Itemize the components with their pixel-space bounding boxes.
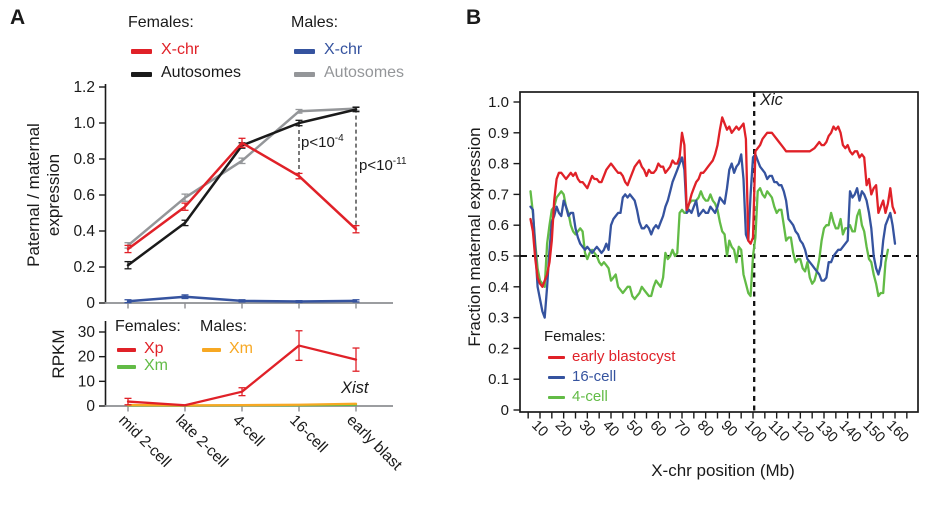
b-x-tick-label: 80: [694, 418, 717, 441]
series-males-x-chr: [124, 294, 360, 304]
legend-b-16-cell-label: 16-cell: [572, 368, 617, 385]
b-x-tick-label: 30: [576, 418, 599, 441]
b-x-tick-label: 140: [836, 418, 864, 446]
b-x-tick-label: 50: [623, 418, 646, 441]
b-y-tick-label: 0.7: [488, 186, 509, 203]
legend-a-top-male-xchr-label: X-chr: [324, 41, 363, 58]
legend-a-top-female-xchr-label: X-chr: [161, 41, 200, 58]
panel-a-top-chart: 0 0.2 0.4 0.6 0.8 1.0 1.2: [73, 79, 393, 312]
a-bottom-y-tick-label: 0: [86, 398, 95, 415]
a-bottom-y-tick-label: 10: [78, 373, 96, 390]
legend-swatch-male-xchr: [294, 49, 315, 54]
a-bottom-y-tick-label: 30: [78, 324, 96, 341]
b-y-tick-label: 0.4: [488, 279, 509, 296]
a-bottom-y-tick-label: 20: [78, 349, 96, 366]
series-4-cell: [529, 187, 890, 301]
a-top-y-tick-label: 1.2: [73, 79, 95, 96]
b-x-tick-label: 100: [741, 418, 769, 446]
series-females-xp: [124, 330, 360, 407]
legend-swatch-male-autosomes: [294, 72, 315, 77]
panel-a-letter: A: [10, 6, 26, 29]
b-y-tick-label: 0: [501, 402, 509, 419]
b-x-tick-label: 120: [789, 418, 817, 446]
legend-swatch-4-cell: [548, 396, 565, 400]
b-x-tick-label: 160: [883, 418, 911, 446]
legend-swatch-xm-female: [117, 365, 136, 369]
xic-region-label: Xic: [760, 91, 783, 109]
panel-b-chart: 0 0.1 0.2 0.3 0.4 0.5 0.6 0.7 0.8 0.9 1.0 10 20 30 40 5…: [488, 91, 919, 446]
stage-tick-label: late 2-cell: [172, 412, 231, 471]
series-females-x-chr: [124, 137, 360, 254]
legend-a-bottom-xm-male-label: Xm: [229, 340, 253, 357]
pvalue-annotation-earlyblast: p<10-11: [359, 156, 407, 174]
b-y-tick-label: 1.0: [488, 94, 509, 111]
panel-a-top-y-axis-label: Paternal / maternal expression: [24, 123, 63, 267]
legend-b-header: Females:: [544, 328, 606, 345]
panel-b-letter: B: [466, 6, 482, 29]
series-early-blastocyst: [529, 116, 897, 288]
legend-b-early-blastocyst-label: early blastocyst: [572, 348, 676, 365]
panel-b-y-axis-label: Fraction maternal expression: [465, 127, 484, 347]
legend-b-4-cell-label: 4-cell: [572, 388, 608, 405]
b-x-tick-label: 70: [670, 418, 693, 441]
stage-tick-label: mid 2-cell: [115, 412, 174, 471]
legend-a-top-male-autosomes-label: Autosomes: [324, 64, 405, 81]
legend-a-bottom-xm-female-label: Xm: [144, 357, 168, 374]
panel-a-bottom-y-axis-label: RPKM: [49, 329, 68, 379]
b-x-tick-label: 60: [647, 418, 670, 441]
legend-swatch-xp: [117, 348, 136, 352]
b-x-tick-label: 110: [765, 418, 793, 446]
stage-tick-label: early blast: [343, 412, 405, 474]
pvalue-annotation-16cell: p<10-4: [301, 133, 344, 151]
legend-swatch-female-xchr: [131, 49, 152, 54]
a-top-y-tick-label: 0.2: [73, 259, 95, 276]
b-y-tick-label: 0.6: [488, 217, 509, 234]
b-y-tick-label: 0.1: [488, 371, 509, 388]
b-y-tick-label: 0.3: [488, 310, 509, 327]
a-top-y-tick-label: 1.0: [73, 115, 95, 132]
a-top-y-tick-label: 0.8: [73, 151, 95, 168]
b-x-tick-label: 150: [860, 418, 888, 446]
legend-swatch-16-cell: [548, 376, 565, 380]
legend-a-bottom-females-header: Females:: [115, 318, 181, 335]
panel-b-x-axis-label: X-chr position (Mb): [651, 461, 795, 480]
b-plot-box: [519, 91, 919, 413]
legend-a-top-males-header: Males:: [291, 14, 339, 31]
legend-swatch-xm-male: [202, 348, 221, 352]
a-top-y-tick-label: 0: [86, 295, 95, 312]
legend-a-top-females-header: Females:: [128, 14, 194, 31]
b-x-tick-label: 130: [812, 418, 840, 446]
b-y-tick-label: 0.9: [488, 125, 509, 142]
series-16-cell: [529, 153, 897, 319]
a-top-y-tick-label: 0.6: [73, 187, 95, 204]
b-x-tick-label: 90: [718, 418, 741, 441]
legend-a-top-female-autosomes-label: Autosomes: [161, 64, 242, 81]
series-males-xm: [126, 402, 358, 407]
stage-tick-label: 4-cell: [229, 412, 267, 450]
b-x-tick-label: 20: [552, 418, 575, 441]
legend-a-bottom-xp-label: Xp: [144, 340, 164, 357]
b-x-tick-label: 10: [528, 418, 551, 441]
stage-tick-label: 16-cell: [286, 412, 330, 456]
b-y-tick-label: 0.8: [488, 156, 509, 173]
a-top-y-tick-label: 0.4: [73, 223, 95, 240]
b-x-tick-label: 40: [599, 418, 622, 441]
legend-swatch-female-autosomes: [131, 72, 152, 77]
series-females-autosomes: [124, 106, 360, 270]
legend-a-bottom-males-header: Males:: [200, 318, 248, 335]
xist-gene-label: Xist: [341, 379, 369, 397]
b-y-tick-label: 0.5: [488, 248, 509, 265]
b-y-tick-label: 0.2: [488, 340, 509, 357]
legend-swatch-early-blastocyst: [548, 356, 565, 360]
